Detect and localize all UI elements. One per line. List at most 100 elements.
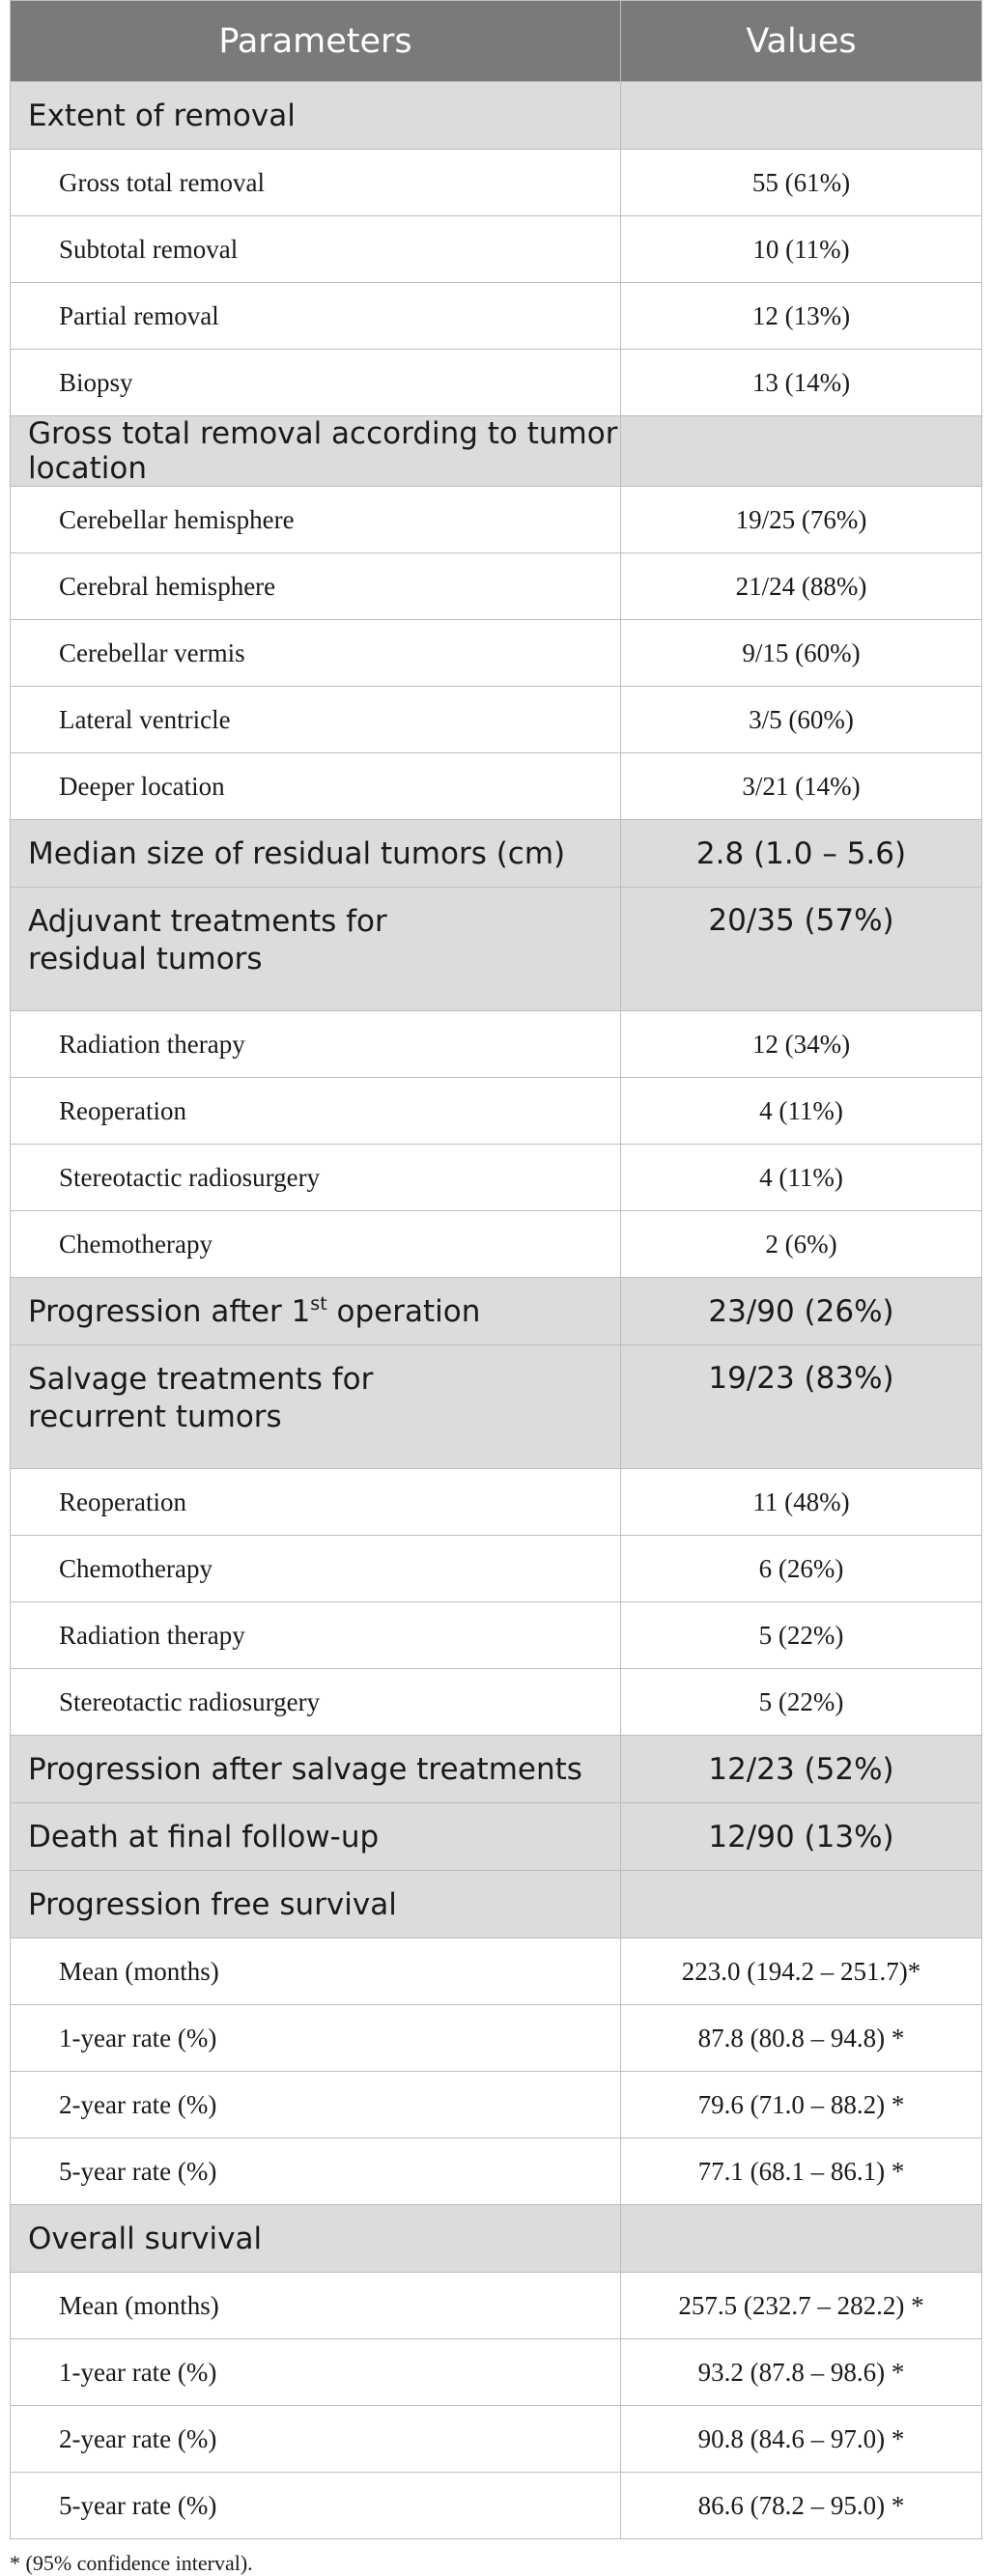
row-value: 20/35 (57%) [620, 887, 982, 1011]
row-label: Subtotal removal [10, 215, 621, 283]
row-value: 4 (11%) [620, 1144, 982, 1211]
row-value [620, 1870, 982, 1939]
header-parameters: Parameters [10, 0, 621, 82]
table-row: Median size of residual tumors (cm) 2.8 (… [10, 819, 982, 888]
row-value [620, 2204, 982, 2273]
row-value: 6 (26%) [620, 1535, 982, 1602]
table-row: Reoperation 11 (48%) [10, 1468, 982, 1536]
table-row: Partial removal 12 (13%) [10, 282, 982, 350]
row-label: 5-year rate (%) [10, 2472, 621, 2539]
table-row: Reoperation 4 (11%) [10, 1077, 982, 1145]
table-row: Extent of removal [10, 81, 982, 150]
table-row: 2-year rate (%) 90.8 (84.6 – 97.0) * [10, 2405, 982, 2473]
row-label: Reoperation [10, 1077, 621, 1145]
table-row: Cerebral hemisphere 21/24 (88%) [10, 552, 982, 620]
row-value: 21/24 (88%) [620, 552, 982, 620]
row-value: 90.8 (84.6 – 97.0) * [620, 2405, 982, 2473]
row-label: Partial removal [10, 282, 621, 350]
row-label: Progression after salvage treatments [10, 1735, 621, 1803]
table-header-row: Parameters Values [10, 0, 982, 82]
table-row: Death at final follow-up 12/90 (13%) [10, 1802, 982, 1871]
row-value: 3/21 (14%) [620, 752, 982, 820]
row-value: 12/90 (13%) [620, 1802, 982, 1871]
table-row: Lateral ventricle 3/5 (60%) [10, 686, 982, 753]
row-label: 1-year rate (%) [10, 2338, 621, 2406]
row-label: Gross total removal according to tumor l… [10, 415, 621, 487]
row-label: Cerebral hemisphere [10, 552, 621, 620]
table-row: 5-year rate (%) 86.6 (78.2 – 95.0) * [10, 2472, 982, 2539]
row-value [620, 415, 982, 487]
table-row: Mean (months) 257.5 (232.7 – 282.2) * [10, 2272, 982, 2339]
row-value: 19/23 (83%) [620, 1345, 982, 1469]
header-values: Values [620, 0, 982, 82]
table-row: Overall survival [10, 2204, 982, 2273]
row-label: Stereotactic radiosurgery [10, 1144, 621, 1211]
table-row: Stereotactic radiosurgery 5 (22%) [10, 1668, 982, 1736]
row-label: Gross total removal [10, 149, 621, 216]
table-row: Radiation therapy 12 (34%) [10, 1010, 982, 1078]
row-value: 12 (34%) [620, 1010, 982, 1078]
row-label: Biopsy [10, 349, 621, 416]
row-label-line2: residual tumors [28, 942, 263, 977]
table-row: Cerebellar hemisphere 19/25 (76%) [10, 486, 982, 553]
row-value [620, 81, 982, 150]
row-label-line2: recurrent tumors [28, 1400, 282, 1434]
table-row: Biopsy 13 (14%) [10, 349, 982, 416]
row-value: 9/15 (60%) [620, 619, 982, 687]
row-value: 3/5 (60%) [620, 686, 982, 753]
row-label: 1-year rate (%) [10, 2004, 621, 2072]
row-label: Salvage treatments for recurrent tumors [10, 1345, 621, 1469]
table-row: 1-year rate (%) 93.2 (87.8 – 98.6) * [10, 2338, 982, 2406]
row-label: Progression free survival [10, 1870, 621, 1939]
table-row: Mean (months) 223.0 (194.2 – 251.7)* [10, 1938, 982, 2005]
row-label: Death at final follow-up [10, 1802, 621, 1871]
row-label: Extent of removal [10, 81, 621, 150]
row-value: 12 (13%) [620, 282, 982, 350]
row-label: Cerebellar vermis [10, 619, 621, 687]
row-value: 2.8 (1.0 – 5.6) [620, 819, 982, 888]
row-value: 77.1 (68.1 – 86.1) * [620, 2137, 982, 2205]
row-label: Median size of residual tumors (cm) [10, 819, 621, 888]
row-label-superscript: st [310, 1292, 327, 1315]
row-value: 10 (11%) [620, 215, 982, 283]
row-label: Radiation therapy [10, 1601, 621, 1669]
table-row: Progression after 1st operation 23/90 (26… [10, 1277, 982, 1345]
table-row: Cerebellar vermis 9/15 (60%) [10, 619, 982, 687]
row-label: 2-year rate (%) [10, 2405, 621, 2473]
row-value: 13 (14%) [620, 349, 982, 416]
row-value: 12/23 (52%) [620, 1735, 982, 1803]
table-row: Progression free survival [10, 1870, 982, 1939]
row-value: 55 (61%) [620, 149, 982, 216]
table-row: Deeper location 3/21 (14%) [10, 752, 982, 820]
row-label-post: operation [326, 1293, 481, 1329]
row-label-pre: Progression after 1 [28, 1293, 311, 1329]
row-label-line1: Adjuvant treatments for [28, 904, 387, 939]
table-row: Gross total removal according to tumor l… [10, 415, 982, 487]
row-value: 4 (11%) [620, 1077, 982, 1145]
table-row: Radiation therapy 5 (22%) [10, 1601, 982, 1669]
row-label: Deeper location [10, 752, 621, 820]
row-label: Chemotherapy [10, 1210, 621, 1278]
row-label: Adjuvant treatments for residual tumors [10, 887, 621, 1011]
row-value: 19/25 (76%) [620, 486, 982, 553]
row-label: Stereotactic radiosurgery [10, 1668, 621, 1736]
row-label: Mean (months) [10, 1938, 621, 2005]
table-row: 5-year rate (%) 77.1 (68.1 – 86.1) * [10, 2137, 982, 2205]
row-label: Cerebellar hemisphere [10, 486, 621, 553]
table-row: Gross total removal 55 (61%) [10, 149, 982, 216]
row-label: 2-year rate (%) [10, 2071, 621, 2138]
row-value: 23/90 (26%) [620, 1277, 982, 1345]
table-row: Subtotal removal 10 (11%) [10, 215, 982, 283]
row-value: 87.8 (80.8 – 94.8) * [620, 2004, 982, 2072]
table-row: 1-year rate (%) 87.8 (80.8 – 94.8) * [10, 2004, 982, 2072]
row-value: 257.5 (232.7 – 282.2) * [620, 2272, 982, 2339]
row-label-line1: Salvage treatments for [28, 1362, 374, 1397]
table-row: Salvage treatments for recurrent tumors 19… [10, 1345, 982, 1469]
row-value: 2 (6%) [620, 1210, 982, 1278]
row-value: 223.0 (194.2 – 251.7)* [620, 1938, 982, 2005]
row-label: Overall survival [10, 2204, 621, 2273]
row-value: 93.2 (87.8 – 98.6) * [620, 2338, 982, 2406]
table-row: Chemotherapy 2 (6%) [10, 1210, 982, 1278]
row-label: 5-year rate (%) [10, 2137, 621, 2205]
row-value: 11 (48%) [620, 1468, 982, 1536]
